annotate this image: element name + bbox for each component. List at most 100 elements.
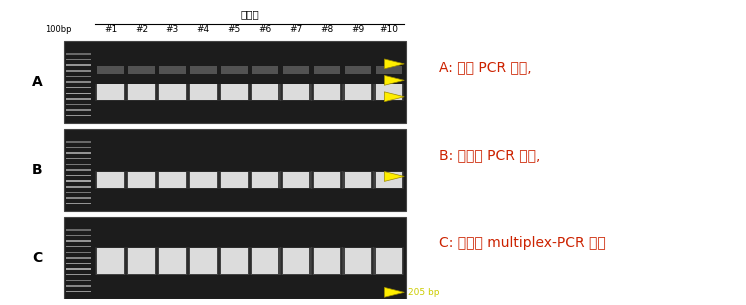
Bar xyxy=(249,84,280,101)
Bar xyxy=(221,172,248,188)
Bar xyxy=(282,84,310,100)
Bar xyxy=(66,98,91,100)
Bar xyxy=(189,248,218,275)
Bar xyxy=(66,197,91,199)
Bar xyxy=(128,172,154,188)
Bar xyxy=(66,169,91,171)
Bar xyxy=(128,248,154,274)
Bar xyxy=(314,248,340,274)
Polygon shape xyxy=(384,287,404,297)
Bar xyxy=(66,163,91,165)
Text: B: B xyxy=(32,163,43,177)
Text: C: C xyxy=(32,251,43,265)
Bar xyxy=(128,84,154,100)
Bar xyxy=(314,172,340,188)
Bar xyxy=(64,129,407,211)
Bar xyxy=(345,172,372,188)
Bar xyxy=(95,247,126,275)
Text: B: 수정된 PCR 조건,: B: 수정된 PCR 조건, xyxy=(439,149,540,163)
Bar xyxy=(345,248,372,274)
Bar xyxy=(66,141,91,143)
Bar xyxy=(283,84,310,100)
Bar xyxy=(159,172,186,188)
Bar xyxy=(313,172,342,188)
Bar xyxy=(314,84,340,100)
Text: 백수오: 백수오 xyxy=(240,9,259,19)
Bar xyxy=(66,104,91,105)
Bar xyxy=(66,203,91,204)
Bar xyxy=(190,248,216,274)
Bar xyxy=(220,172,248,188)
Bar xyxy=(159,66,186,74)
Bar xyxy=(96,84,125,100)
Text: 205 bp: 205 bp xyxy=(408,288,439,297)
Text: C: 큰조롱 multiplex-PCR 분석: C: 큰조롱 multiplex-PCR 분석 xyxy=(439,236,606,250)
Bar xyxy=(190,172,216,188)
Bar xyxy=(345,66,372,74)
Bar xyxy=(282,172,310,188)
Bar xyxy=(66,263,91,264)
Bar xyxy=(375,66,402,74)
Bar xyxy=(343,84,372,100)
Bar xyxy=(158,248,186,275)
Bar xyxy=(96,172,125,188)
Bar xyxy=(345,84,372,100)
Bar xyxy=(342,171,374,189)
Bar xyxy=(374,248,404,275)
Bar xyxy=(66,252,91,253)
Bar xyxy=(95,84,126,101)
Bar xyxy=(249,171,280,189)
Bar xyxy=(66,186,91,188)
Bar xyxy=(374,172,404,188)
Bar xyxy=(66,285,91,287)
Bar xyxy=(127,84,156,100)
Bar xyxy=(66,158,91,160)
Bar xyxy=(128,66,154,74)
Bar xyxy=(66,291,91,292)
Text: #4: #4 xyxy=(197,25,210,34)
Bar xyxy=(66,181,91,182)
Bar xyxy=(252,84,278,100)
Bar xyxy=(127,172,156,188)
Bar xyxy=(126,171,157,189)
Bar xyxy=(311,171,342,189)
Polygon shape xyxy=(384,59,404,69)
Text: #9: #9 xyxy=(351,25,365,34)
Bar xyxy=(159,84,186,100)
Bar xyxy=(158,172,186,188)
Bar xyxy=(126,247,157,275)
Bar xyxy=(97,248,124,274)
Bar xyxy=(66,229,91,231)
Bar xyxy=(373,84,404,101)
Text: #10: #10 xyxy=(380,25,398,34)
Bar xyxy=(252,66,278,74)
Bar xyxy=(189,84,218,100)
Bar xyxy=(188,84,219,101)
Bar xyxy=(66,152,91,154)
Bar xyxy=(343,172,372,188)
Bar xyxy=(64,41,407,123)
Bar xyxy=(375,172,402,188)
Bar xyxy=(189,172,218,188)
Bar xyxy=(220,84,248,100)
Bar xyxy=(66,175,91,176)
Bar xyxy=(375,84,402,100)
Bar xyxy=(311,247,342,275)
Bar xyxy=(251,84,280,100)
Bar xyxy=(66,109,91,111)
Bar xyxy=(95,171,126,189)
Bar xyxy=(221,66,248,74)
Bar xyxy=(66,53,91,55)
Bar xyxy=(97,66,124,74)
Bar xyxy=(280,171,312,189)
Bar xyxy=(280,247,312,275)
Bar xyxy=(188,171,219,189)
Bar xyxy=(66,192,91,193)
Text: #5: #5 xyxy=(228,25,241,34)
Bar xyxy=(311,84,342,101)
Bar xyxy=(66,76,91,77)
Bar xyxy=(66,87,91,88)
Bar xyxy=(221,84,248,100)
Bar xyxy=(158,84,186,100)
Bar xyxy=(373,247,404,275)
